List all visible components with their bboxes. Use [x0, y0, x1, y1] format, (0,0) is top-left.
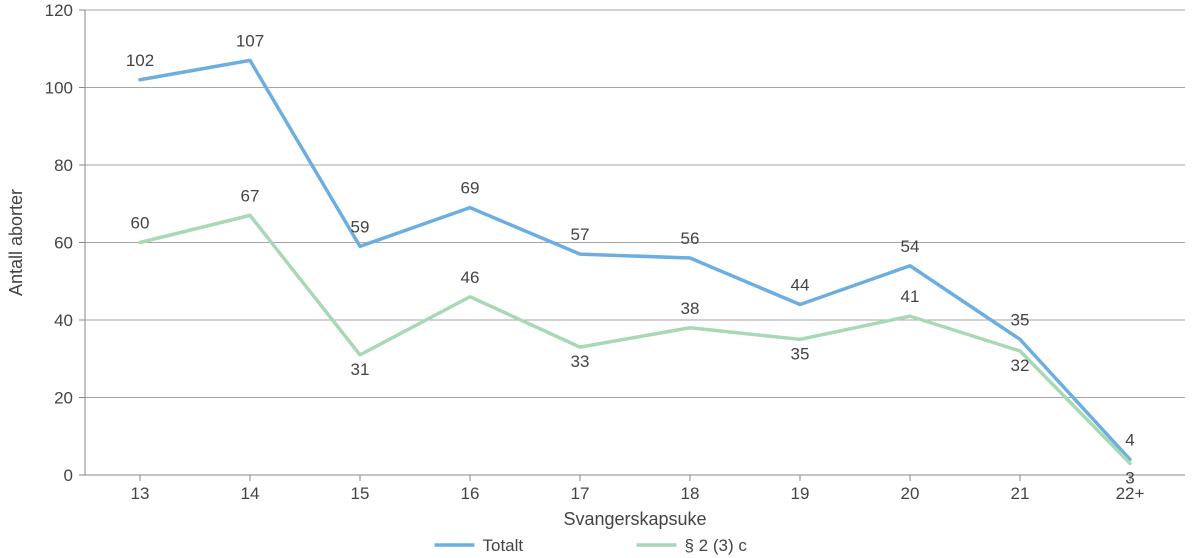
y-tick-label: 60 — [54, 234, 73, 253]
y-tick-label: 120 — [45, 1, 73, 20]
data-label: 67 — [241, 186, 260, 205]
x-tick-label: 16 — [461, 484, 480, 503]
y-tick-label: 0 — [64, 466, 73, 485]
legend-label: Totalt — [483, 536, 524, 555]
data-label: 60 — [131, 214, 150, 233]
data-label: 38 — [681, 299, 700, 318]
data-label: 35 — [1011, 310, 1030, 329]
x-tick-label: 19 — [791, 484, 810, 503]
line-chart: 02040608010012013141516171819202122+Svan… — [0, 0, 1200, 558]
data-label: 57 — [571, 225, 590, 244]
x-tick-label: 21 — [1011, 484, 1030, 503]
data-label: 33 — [571, 352, 590, 371]
x-tick-label: 20 — [901, 484, 920, 503]
x-tick-label: 17 — [571, 484, 590, 503]
data-label: 59 — [351, 217, 370, 236]
data-label: 102 — [126, 51, 154, 70]
data-label: 54 — [901, 237, 920, 256]
data-label: 32 — [1011, 356, 1030, 375]
data-label: 56 — [681, 229, 700, 248]
x-axis-title: Svangerskapsuke — [563, 509, 706, 529]
data-label: 35 — [791, 344, 810, 363]
data-label: 31 — [351, 360, 370, 379]
data-label: 3 — [1125, 468, 1134, 487]
data-label: 4 — [1125, 431, 1134, 450]
y-tick-label: 100 — [45, 79, 73, 98]
data-label: 44 — [791, 276, 810, 295]
data-label: 69 — [461, 179, 480, 198]
legend-label: § 2 (3) c — [685, 536, 748, 555]
y-axis-title: Antall aborter — [6, 189, 26, 296]
data-label: 107 — [236, 31, 264, 50]
data-label: 46 — [461, 268, 480, 287]
x-tick-label: 18 — [681, 484, 700, 503]
data-label: 41 — [901, 287, 920, 306]
x-tick-label: 14 — [241, 484, 260, 503]
y-tick-label: 40 — [54, 311, 73, 330]
y-tick-label: 20 — [54, 389, 73, 408]
x-tick-label: 15 — [351, 484, 370, 503]
y-tick-label: 80 — [54, 156, 73, 175]
x-tick-label: 13 — [131, 484, 150, 503]
